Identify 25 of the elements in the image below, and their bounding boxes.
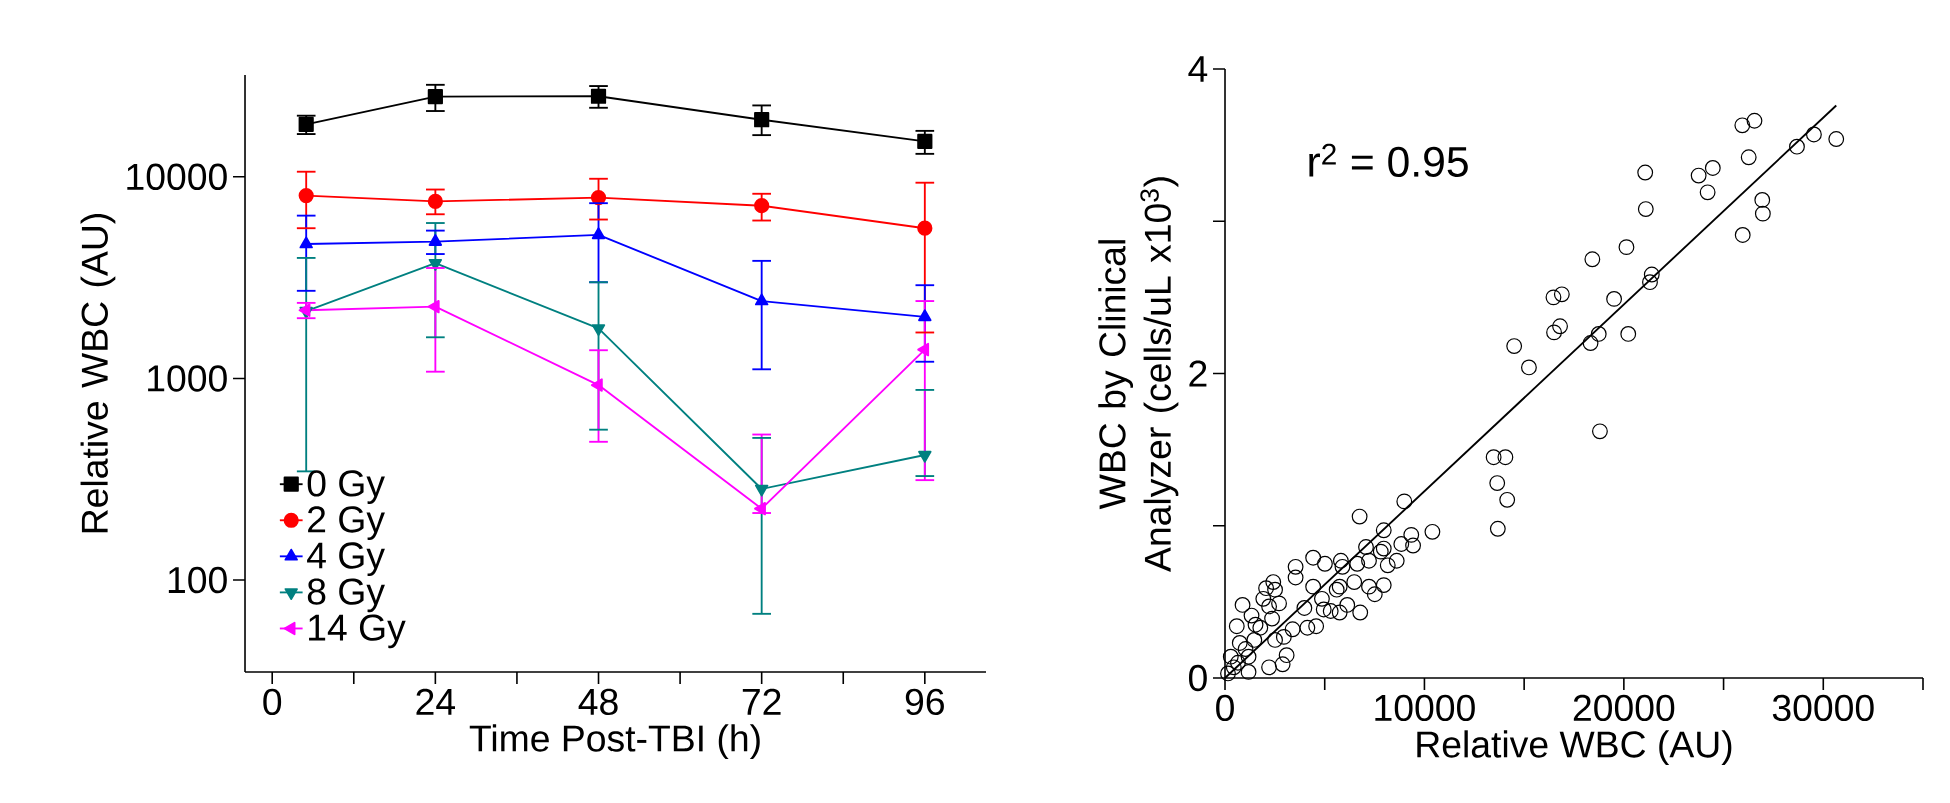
y-tick-label: 0 [1188, 664, 1207, 692]
x-tick-label: 24 [416, 688, 456, 715]
y-tick-label: 1000 [148, 365, 227, 392]
x-tick-label: 96 [905, 688, 944, 716]
y-axis-title: WBC by Clinical Analyzer (cells/uL x10$^{3}$) [1098, 177, 1179, 572]
annotation: r$^{2}$ = 0.95 [1309, 143, 1468, 177]
y-tick-label: 10000 [127, 163, 227, 191]
x-axis-title: Time Post-TBI (h) [469, 724, 760, 760]
x-tick-label: 10000 [1375, 694, 1475, 722]
x-tick-label: 20000 [1573, 694, 1675, 722]
legend-label: 4 Gy [307, 542, 385, 577]
x-tick-label: 72 [742, 688, 781, 715]
y-axis-title: Relative WBC (AU) [80, 214, 116, 533]
legend-label: 8 Gy [307, 578, 385, 613]
x-axis-title: Relative WBC (AU) [1417, 730, 1732, 766]
legend-label: 14 Gy [309, 614, 406, 649]
y-tick-label: 100 [168, 566, 227, 594]
y-tick-label: 4 [1188, 56, 1208, 82]
x-tick-label: 0 [1216, 694, 1234, 722]
x-tick-label: 0 [263, 688, 282, 716]
y-tick-label: 2 [1189, 360, 1207, 387]
legend-label: 2 Gy [308, 506, 385, 541]
legend-label: 0 Gy [307, 470, 385, 504]
x-tick-label: 30000 [1772, 694, 1874, 722]
x-tick-label: 48 [578, 688, 618, 716]
